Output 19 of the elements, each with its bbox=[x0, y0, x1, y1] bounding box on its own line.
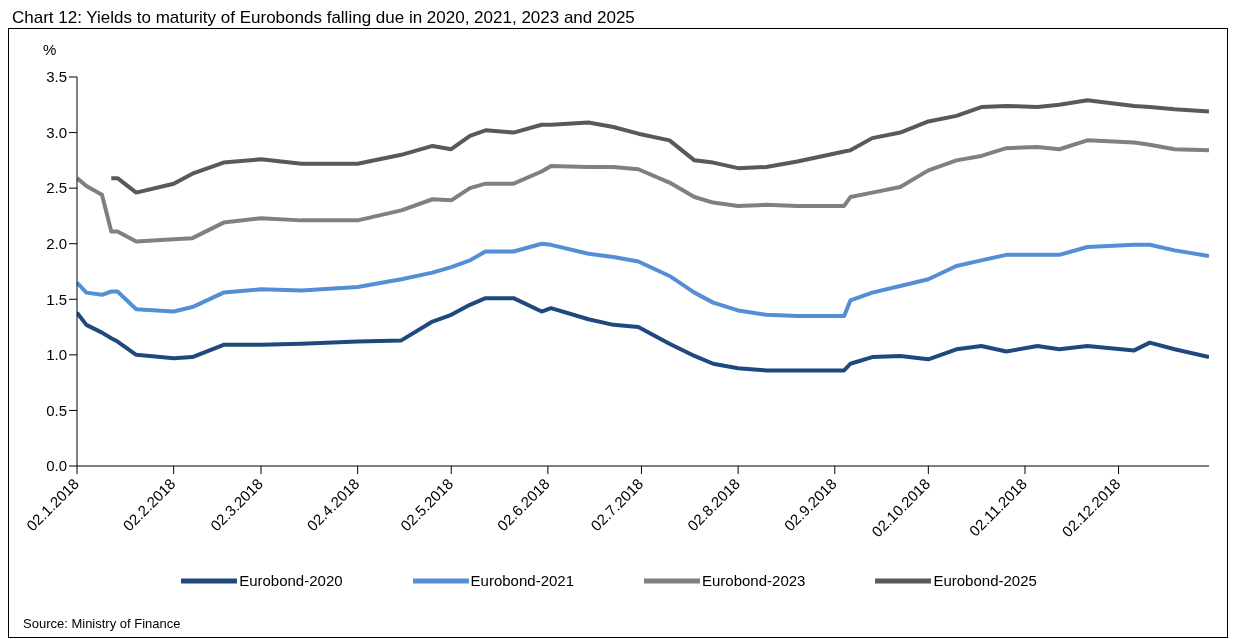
line-series bbox=[77, 138, 1209, 244]
y-tick-label: 3.5 bbox=[46, 68, 67, 86]
y-tick-label: 0.0 bbox=[46, 457, 67, 475]
y-tick-label: 3.0 bbox=[46, 123, 67, 141]
y-tick-label: 2.5 bbox=[46, 179, 67, 197]
y-tick-label: 1.0 bbox=[46, 346, 67, 364]
line-series bbox=[77, 296, 1209, 373]
chart-title: Chart 12: Yields to maturity of Eurobonds falling due in 2020, 2021, 2023 and 2025 bbox=[12, 8, 636, 28]
line-series bbox=[77, 241, 1209, 318]
y-tick-label: 2.0 bbox=[46, 235, 67, 253]
line-series bbox=[109, 98, 1209, 195]
legend-label: Eurobond-2020 bbox=[239, 572, 343, 589]
legend-label: Eurobond-2021 bbox=[470, 572, 574, 589]
legend-label: Eurobond-2025 bbox=[933, 572, 1037, 589]
y-tick-label: 0.5 bbox=[46, 401, 67, 419]
y-axis-title: % bbox=[43, 41, 57, 58]
legend-label: Eurobond-2023 bbox=[702, 572, 806, 589]
source-note: Source: Ministry of Finance bbox=[23, 616, 181, 631]
y-tick-label: 1.5 bbox=[46, 290, 67, 308]
